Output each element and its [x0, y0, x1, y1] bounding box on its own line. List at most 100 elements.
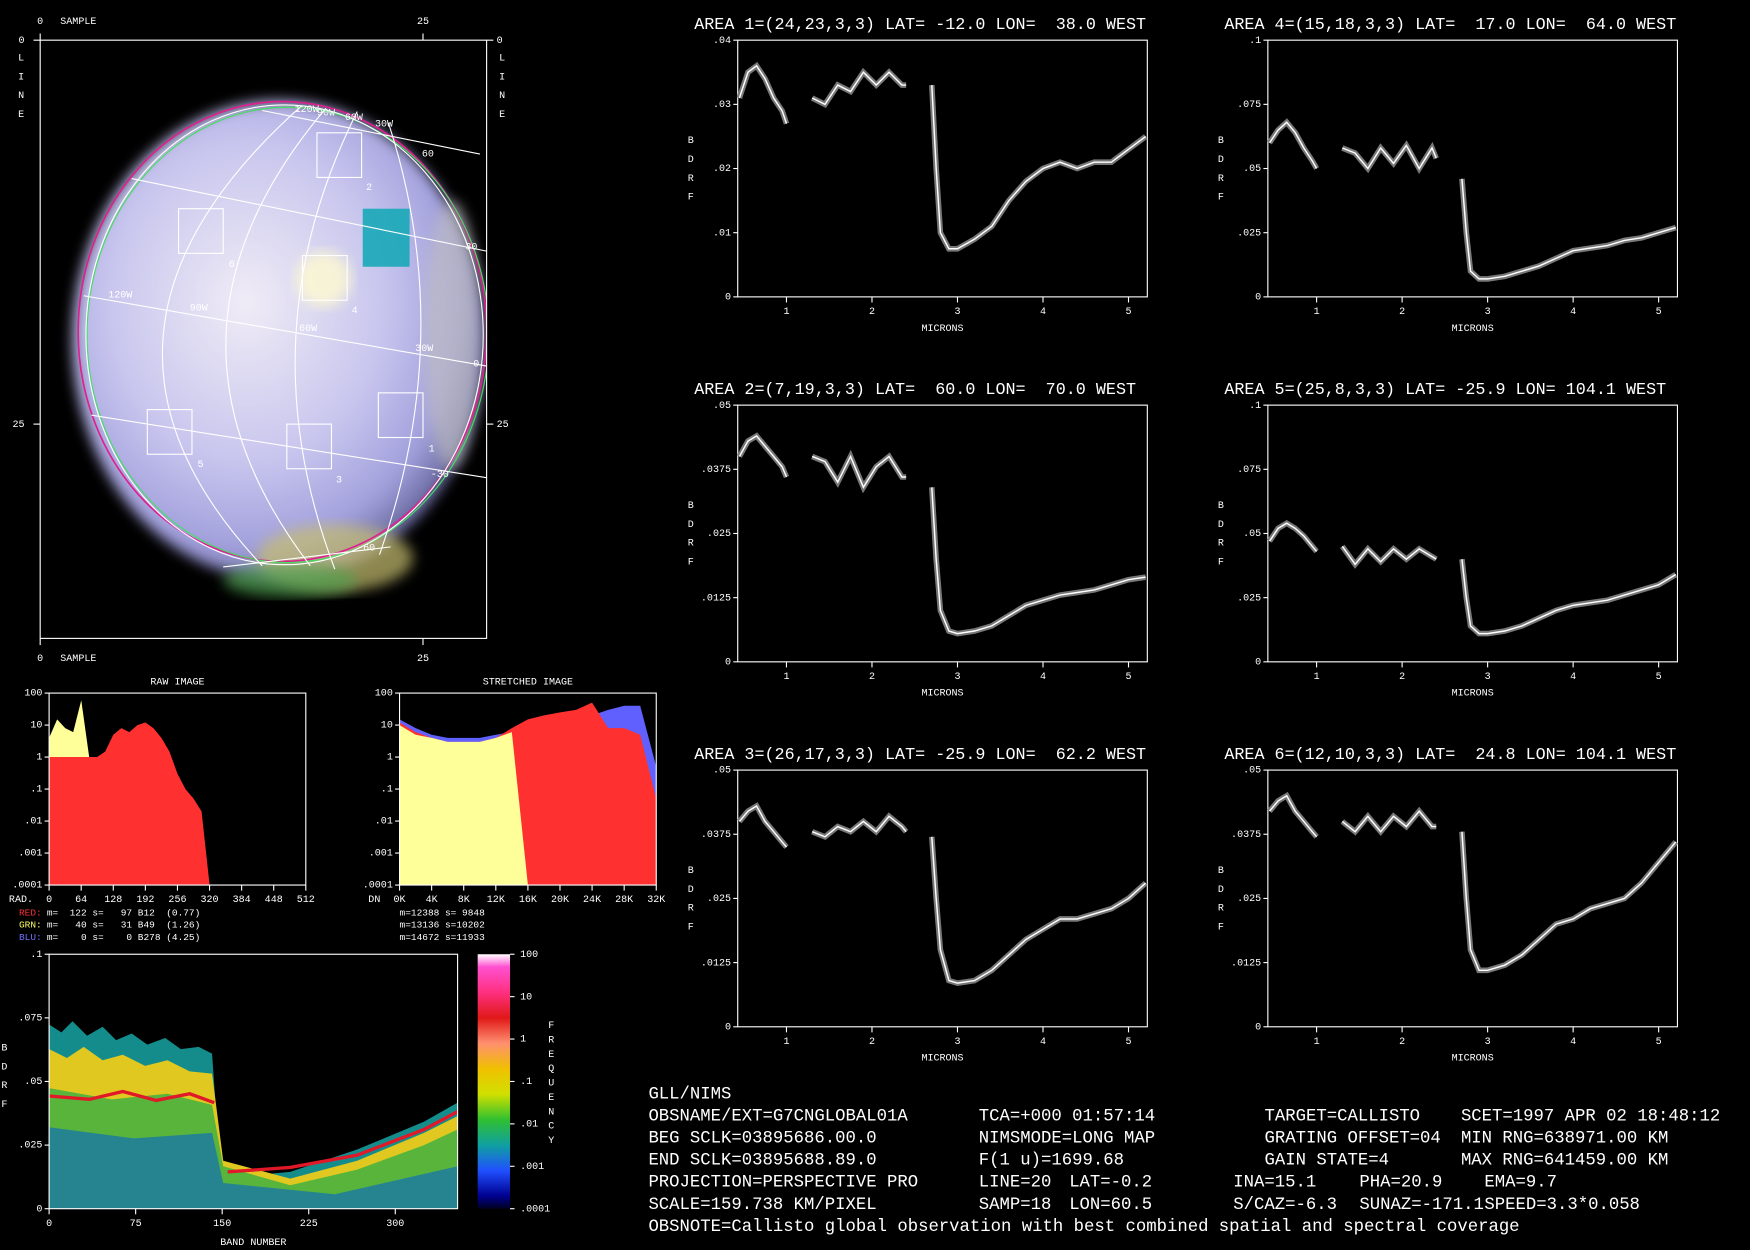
x-tick-label: 4: [1570, 1037, 1576, 1048]
colorbar-tick-label: 10: [520, 992, 532, 1003]
y-tick-label: .1: [381, 785, 393, 796]
x-axis-label: MICRONS: [921, 689, 963, 700]
y-tick-label: .1: [30, 785, 42, 796]
y-tick-label: .05: [24, 1077, 42, 1088]
image-labels: 120W 90W 60W 30W 60 2 6 30 4 120W 90W 60…: [16, 17, 508, 665]
y-tick-label: .0001: [363, 881, 393, 892]
info-text: SPEED=3.3*0.058: [1484, 1196, 1640, 1215]
x-tick-label: 3: [954, 307, 960, 318]
y-axis-label: BDRF: [685, 501, 696, 576]
sample-tick-label: 0: [37, 17, 43, 28]
x-tick-label: 5: [1125, 672, 1131, 683]
axis-label: SAMPLE: [60, 17, 96, 28]
sample-tick-label: 0: [37, 654, 43, 665]
x-tick-label: 0K: [394, 895, 407, 906]
y-tick-label: .0375: [701, 830, 731, 841]
x-tick-label: 2: [1399, 1037, 1405, 1048]
spectrum-line: [738, 64, 1147, 250]
y-tick-label: .075: [1237, 100, 1261, 111]
x-tick-label: 24K: [583, 895, 602, 906]
x-tick-label: 2: [1399, 672, 1405, 683]
x-tick-label: 3: [954, 672, 960, 683]
info-text: BEG SCLK=03895686.00.0: [648, 1130, 876, 1149]
y-tick-label: .075: [1237, 465, 1261, 476]
y-tick-label: .01: [24, 817, 42, 828]
x-tick-label: 64: [75, 895, 87, 906]
grid-label: 0: [473, 359, 479, 370]
y-tick-label: .05: [713, 766, 731, 777]
y-axis-label: BDRF: [1215, 501, 1226, 576]
y-tick-label: 0: [725, 1022, 731, 1033]
spectrum-line: [1268, 121, 1676, 280]
info-text: SCET=1997 APR 02 18:48:12: [1461, 1107, 1720, 1126]
x-axis-label: DN: [368, 895, 380, 906]
y-tick-label: .025: [1237, 228, 1261, 239]
x-tick-label: 0: [46, 895, 52, 906]
y-tick-label: .05: [1243, 529, 1261, 540]
y-tick-label: 100: [24, 689, 42, 700]
info-text: TARGET=CALLISTO: [1265, 1107, 1421, 1126]
box-label: 4: [352, 306, 358, 317]
x-tick-label: 448: [265, 895, 283, 906]
y-tick-label: .02: [713, 164, 731, 175]
box-label: 6: [229, 260, 235, 271]
chart-title: AREA 5=(25,8,3,3) LAT= -25.9 LON= 104.1 …: [1224, 381, 1666, 400]
spectrum-band: [736, 432, 1147, 637]
y-tick-label: .0001: [12, 881, 42, 892]
info-text: LINE=20: [979, 1174, 1052, 1193]
image-frame: [39, 39, 488, 639]
chart-title: RAW IMAGE: [150, 678, 204, 689]
y-tick-label: 0: [36, 1204, 42, 1215]
y-tick-label: .1: [30, 950, 42, 961]
colorbar-tick-label: .01: [520, 1120, 538, 1131]
x-tick-label: 225: [300, 1219, 318, 1230]
colorbar-tick-label: .0001: [520, 1204, 550, 1215]
x-axis-label: MICRONS: [1452, 324, 1494, 335]
info-text: PHA=20.9: [1359, 1174, 1442, 1193]
y-tick-label: .0125: [1231, 958, 1261, 969]
x-axis-label: RAD.: [9, 895, 33, 906]
y-tick-label: .001: [369, 849, 393, 860]
x-tick-label: 1: [783, 307, 789, 318]
stat-text: m= 122 s= 97 B12 (0.77): [47, 907, 200, 918]
info-text: INA=15.1: [1233, 1174, 1316, 1193]
x-tick-label: 1: [1314, 307, 1320, 318]
x-tick-label: 4: [1040, 307, 1046, 318]
x-axis-label: MICRONS: [1452, 1054, 1494, 1065]
box-label: 1: [429, 444, 435, 455]
stat-text: m=12388 s= 9848: [400, 907, 486, 918]
info-text: GAIN STATE=4: [1265, 1152, 1389, 1171]
y-tick-label: .025: [18, 1141, 42, 1152]
y-tick-label: 10: [30, 721, 42, 732]
axis-label: LINE: [497, 54, 508, 129]
x-tick-label: 128: [104, 895, 122, 906]
x-tick-label: 3: [1485, 672, 1491, 683]
grid-label: 30: [465, 242, 477, 253]
histogram-area: [49, 722, 210, 886]
y-tick-label: 1: [36, 753, 42, 764]
info-text: END SCLK=03895688.89.0: [648, 1152, 876, 1171]
x-tick-label: 4: [1040, 672, 1046, 683]
x-tick-label: 150: [213, 1219, 231, 1230]
y-axis-label: BDRF: [685, 136, 696, 211]
spectrum-line: [1268, 522, 1677, 635]
y-tick-label: .01: [375, 817, 393, 828]
spectrum-band: [1267, 118, 1677, 282]
y-tick-label: 0: [1255, 1022, 1261, 1033]
grid-label: 60W: [299, 324, 318, 335]
y-tick-label: .025: [1237, 593, 1261, 604]
spectrum-band: [1267, 791, 1678, 974]
x-tick-label: 8K: [458, 895, 471, 906]
chart-title: STRETCHED IMAGE: [483, 678, 573, 689]
colorbar-label: FREQUENCY: [546, 1021, 557, 1150]
info-text: F(1 u)=1699.68: [979, 1152, 1124, 1171]
info-text: OBSNAME/EXT=G7CNGLOBAL01A: [648, 1107, 908, 1126]
y-tick-label: 1: [387, 753, 393, 764]
x-tick-label: 4: [1570, 307, 1576, 318]
density-image: [48, 954, 511, 1209]
x-tick-label: 2: [869, 307, 875, 318]
grid-label: 90W: [190, 304, 209, 315]
y-tick-label: 0: [725, 293, 731, 304]
chart-title: AREA 2=(7,19,3,3) LAT= 60.0 LON= 70.0 WE…: [694, 381, 1136, 400]
